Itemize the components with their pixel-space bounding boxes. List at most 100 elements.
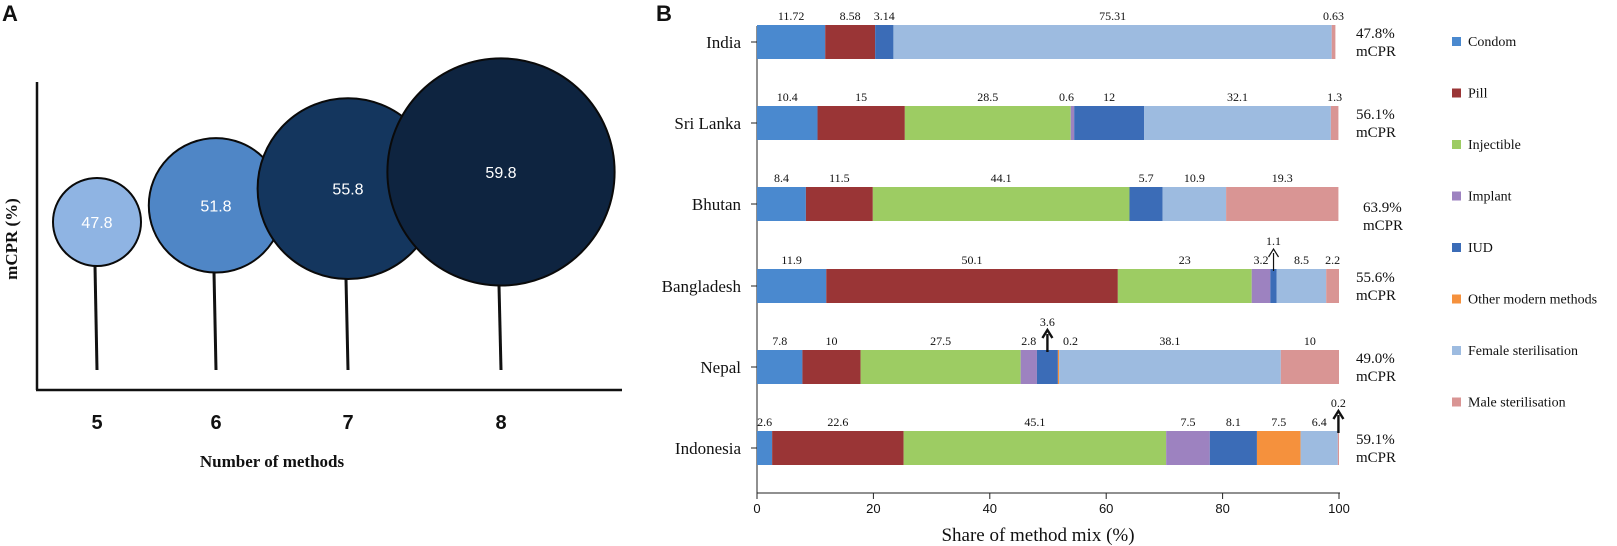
legend-label: Implant [1468, 190, 1512, 205]
bubble-stem [212, 272, 218, 371]
x-tick-label: 100 [1328, 501, 1350, 516]
bar-segment [1256, 431, 1301, 465]
callout-arrow-head [1268, 247, 1280, 258]
bar-segment [860, 350, 1021, 384]
x-tick-label: 8 [495, 412, 506, 434]
bar-segment [1129, 187, 1163, 221]
segment-value-label: 11.72 [778, 9, 805, 23]
legend-label: Condom [1468, 35, 1516, 50]
mcpr-value: 63.9% [1363, 200, 1402, 216]
mcpr-value: 59.1% [1356, 432, 1395, 448]
legend-label: Injectible [1468, 138, 1521, 153]
bar-segment [1117, 269, 1252, 303]
segment-value-label: 0.6 [1059, 90, 1074, 104]
x-tick-label: 6 [210, 412, 221, 434]
x-tick-label: 20 [866, 501, 880, 516]
segment-value-label: 0.2 [1063, 334, 1078, 348]
bar-segment [757, 187, 806, 221]
segment-value-label: 50.1 [962, 253, 983, 267]
bubble-value-label: 47.8 [81, 215, 112, 232]
bar-segment [1330, 106, 1339, 140]
x-tick-label: 0 [753, 501, 760, 516]
legend-swatch [1452, 243, 1461, 252]
bar-segment [772, 431, 904, 465]
bar-segment [1074, 106, 1145, 140]
bar-segment [872, 187, 1130, 221]
segment-value-label: 0.63 [1323, 9, 1344, 23]
segment-value-label: 10.4 [777, 90, 798, 104]
panel-a-letter: A [2, 1, 18, 26]
legend-label: Pill [1468, 87, 1488, 102]
mcpr-unit-label: mCPR [1356, 125, 1396, 141]
callout-arrow-head [1332, 408, 1345, 420]
segment-value-label: 2.8 [1021, 334, 1036, 348]
bar-segment [1326, 269, 1339, 303]
bar-segment [1209, 431, 1257, 465]
segment-value-label: 8.1 [1226, 415, 1241, 429]
panel-b-stacked-bar-chart: B 0 20 40 60 80 100 India 11.72 8.58 3.14 75.31 0.… [656, 1, 1597, 546]
segment-value-label: 1.3 [1327, 90, 1342, 104]
bar-segment [1036, 350, 1058, 384]
segment-value-label: 5.7 [1139, 171, 1154, 185]
mcpr-value: 47.8% [1356, 26, 1395, 42]
bubble [386, 57, 616, 287]
bar-segment [875, 25, 894, 59]
panel-b-x-axis-title: Share of method mix (%) [941, 525, 1134, 546]
bar-segment [1300, 431, 1338, 465]
mcpr-value: 49.0% [1356, 351, 1395, 367]
segment-value-label: 8.5 [1294, 253, 1309, 267]
country-label: Bhutan [692, 195, 742, 214]
bar-segment [826, 269, 1118, 303]
bar-segment [1162, 187, 1227, 221]
segment-value-label: 12 [1103, 90, 1115, 104]
bubble-stem [497, 285, 503, 371]
mcpr-unit-label: mCPR [1356, 450, 1396, 466]
panel-a-bubble-chart: A mCPR (%) Number of methods 47.8 5 51.8 6 5… [2, 1, 622, 471]
segment-value-label: 32.1 [1227, 90, 1248, 104]
bar-segment [1144, 106, 1331, 140]
x-tick-label: 80 [1215, 501, 1229, 516]
segment-value-label: 27.5 [930, 334, 951, 348]
country-label: Indonesia [675, 439, 742, 458]
segment-value-label: 10 [825, 334, 837, 348]
segment-value-label: 8.4 [774, 171, 789, 185]
bar-segment [1226, 187, 1339, 221]
callout-arrow-head [1041, 327, 1054, 339]
bar-segment [1270, 269, 1277, 303]
segment-value-label: 15 [855, 90, 867, 104]
bar-segment [1059, 350, 1281, 384]
bar-segment [1166, 431, 1210, 465]
bubble-value-label: 51.8 [200, 198, 231, 215]
panel-b-letter: B [656, 1, 672, 26]
segment-value-label: 7.5 [1271, 415, 1286, 429]
segment-value-label: 75.31 [1099, 9, 1126, 23]
segment-value-label: 2.2 [1325, 253, 1340, 267]
segment-value-label: 38.1 [1159, 334, 1180, 348]
bar-segment [1337, 431, 1339, 465]
segment-value-label: 44.1 [991, 171, 1012, 185]
mcpr-value: 56.1% [1356, 107, 1395, 123]
country-label: Sri Lanka [674, 114, 741, 133]
legend-swatch [1452, 294, 1461, 304]
bar-segment [904, 106, 1071, 140]
segment-value-label: 11.9 [781, 253, 802, 267]
legend-swatch [1452, 88, 1461, 98]
bubble-stem [93, 265, 99, 371]
segment-value-label: 3.2 [1254, 253, 1269, 267]
x-tick-label: 5 [91, 412, 102, 434]
segment-value-label: 45.1 [1024, 415, 1045, 429]
mcpr-unit-label: mCPR [1356, 44, 1396, 60]
legend-swatch [1452, 346, 1461, 355]
mcpr-unit-label: mCPR [1356, 288, 1396, 304]
legend-swatch [1452, 191, 1461, 201]
bar-segment [757, 269, 827, 303]
segment-value-label: 23 [1179, 253, 1191, 267]
segment-value-label: 10.9 [1184, 171, 1205, 185]
legend-label: Female sterilisation [1468, 344, 1578, 359]
segment-value-label: 3.6 [1040, 315, 1055, 329]
legend-label: Other modern methods [1468, 293, 1597, 308]
bar-segment [757, 25, 826, 59]
legend-label: Male sterilisation [1468, 396, 1566, 411]
bar-segment [825, 25, 876, 59]
bar-segment [1020, 350, 1037, 384]
